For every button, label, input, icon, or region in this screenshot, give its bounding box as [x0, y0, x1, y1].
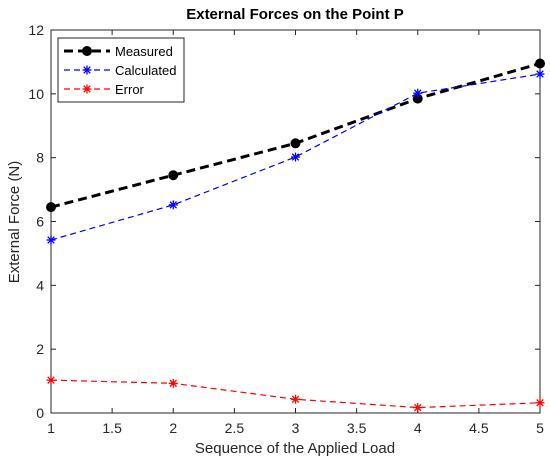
legend-label: Measured: [115, 44, 173, 59]
legend-swatch-marker: [82, 84, 92, 94]
measured-point: [168, 170, 179, 181]
y-tick-label: 6: [36, 214, 44, 230]
error-point: [168, 378, 178, 388]
legend-label: Calculated: [115, 63, 176, 78]
series-layer: [46, 58, 545, 413]
error-point: [413, 403, 423, 413]
error-point: [46, 375, 56, 385]
measured-point: [535, 58, 545, 69]
x-tick-label: 2: [169, 420, 177, 436]
y-tick-label: 8: [36, 150, 44, 166]
legend-swatch-marker: [82, 65, 92, 75]
x-tick-label: 1.5: [102, 420, 122, 436]
legend-item-calculated: Calculated: [64, 63, 176, 78]
calculated-point: [413, 88, 423, 98]
legend-item-measured: Measured: [64, 44, 173, 59]
series-error: [46, 375, 545, 413]
x-tick-label: 2.5: [225, 420, 245, 436]
y-tick-label: 2: [36, 341, 44, 357]
x-tick-label: 5: [536, 420, 544, 436]
calculated-point: [291, 152, 300, 162]
calculated-point: [46, 235, 56, 245]
series-measured: [46, 58, 545, 213]
legend-swatch-marker: [82, 46, 92, 56]
legend-label: Error: [115, 82, 145, 97]
y-axis: 0 2 4 6 8 10 12: [28, 22, 540, 421]
y-tick-label: 10: [28, 86, 44, 102]
y-axis-label: External Force (N): [6, 161, 23, 284]
error-point: [291, 394, 300, 404]
y-tick-label: 0: [36, 405, 44, 421]
legend: Measured Calculated Error: [57, 37, 185, 103]
y-tick-label: 12: [28, 22, 44, 38]
x-tick-label: 4.5: [469, 420, 489, 436]
measured-point: [46, 202, 56, 213]
x-tick-label: 3: [292, 420, 300, 436]
y-tick-label: 4: [36, 277, 44, 293]
calculated-point: [535, 69, 545, 79]
error-point: [535, 398, 545, 408]
calculated-point: [168, 200, 178, 210]
x-tick-label: 3.5: [347, 420, 367, 436]
x-tick-label: 1: [47, 420, 55, 436]
measured-point: [290, 138, 301, 149]
calculated-line: [50, 73, 541, 241]
x-tick-label: 4: [414, 420, 422, 436]
chart-title: External Forces on the Point P: [186, 6, 404, 23]
x-axis-label: Sequence of the Applied Load: [195, 440, 395, 457]
legend-item-error: Error: [64, 82, 145, 97]
series-calculated: [46, 69, 545, 245]
